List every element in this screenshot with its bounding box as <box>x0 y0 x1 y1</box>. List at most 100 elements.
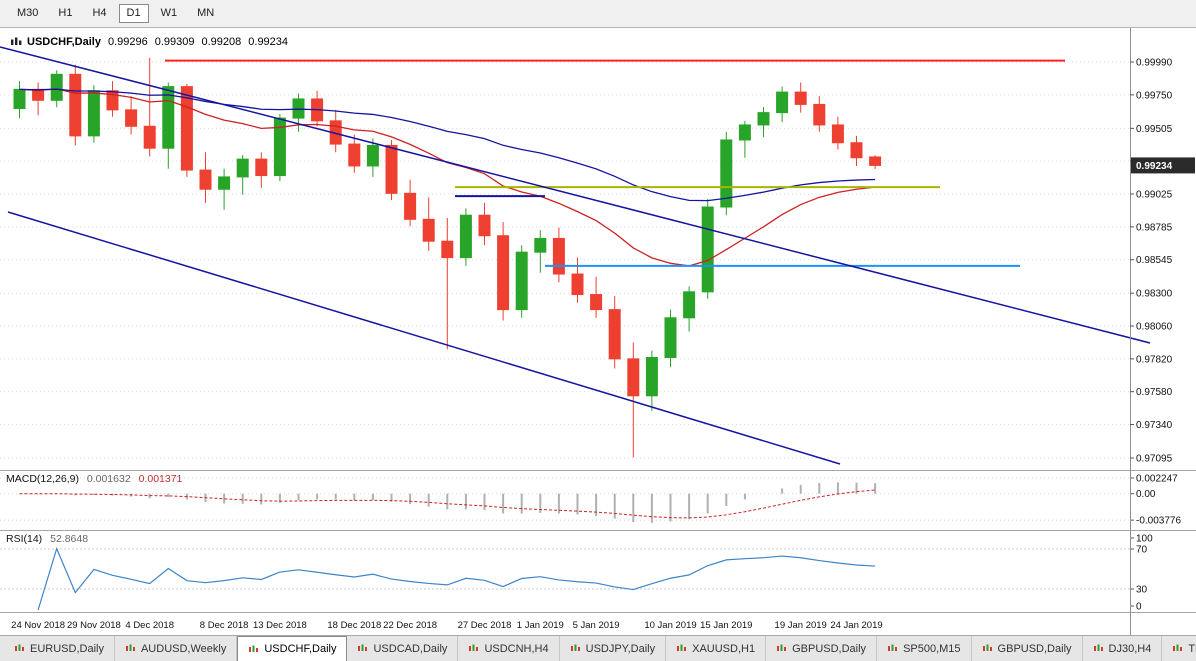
svg-text:70: 70 <box>1136 545 1148 556</box>
macd-signal-line <box>19 489 876 519</box>
chart-tab-usdchf[interactable]: USDCHF,Daily <box>237 636 348 661</box>
chart-tab-label: USDCHF,Daily <box>264 643 337 655</box>
candle-body <box>608 309 621 360</box>
candle-body <box>776 91 789 114</box>
chart-tab-icon <box>1093 643 1104 654</box>
date-axis-label: 22 Dec 2018 <box>383 620 437 631</box>
chart-tab-icon <box>676 643 687 654</box>
svg-text:0.99025: 0.99025 <box>1136 190 1173 201</box>
chart-tab-label: USDCNH,H4 <box>484 642 549 655</box>
chart-tab-dj30[interactable]: DJ30,H4 <box>1083 636 1163 661</box>
candle-body <box>831 124 844 144</box>
candle-body <box>720 139 733 208</box>
candle-body <box>255 158 268 177</box>
chart-tab-bar: EURUSD,Daily AUDUSD,Weekly USDCHF,Daily … <box>0 635 1196 661</box>
candle-body <box>422 218 435 242</box>
candle-body <box>180 86 193 171</box>
svg-text:0.002247: 0.002247 <box>1136 473 1178 484</box>
svg-text:0.98060: 0.98060 <box>1136 322 1173 333</box>
chart-tab-usdcnh[interactable]: USDCNH,H4 <box>458 636 560 661</box>
date-axis-label: 1 Jan 2019 <box>517 620 564 631</box>
chart-tab-icon <box>357 643 368 654</box>
candle-body <box>441 240 454 259</box>
chart-tab-usdcad[interactable]: USDCAD,Daily <box>347 636 459 661</box>
candle-body <box>664 317 677 358</box>
chart-tab-label: AUDUSD,Weekly <box>140 642 227 655</box>
current-price-badge <box>1131 157 1195 174</box>
svg-text:0: 0 <box>1136 602 1142 613</box>
candle-body <box>645 356 658 397</box>
candle-body <box>515 251 528 311</box>
candle-body <box>404 192 417 220</box>
chart-tab-usdjpy[interactable]: USDJPY,Daily <box>560 636 667 661</box>
chart-tab-label: EURUSD,Daily <box>30 642 104 655</box>
chart-area[interactable]: 0.002247 0.00 -0.003776 100 70 30 0 0.99990 0.99… <box>0 28 1196 635</box>
candle-body <box>738 124 751 141</box>
chart-tab-icon <box>14 643 25 654</box>
chart-tab-label: DJ30,H4 <box>1108 642 1152 655</box>
candle-body <box>69 73 82 137</box>
timeframe-button-h1[interactable]: H1 <box>50 4 80 23</box>
chart-tab-eurusd[interactable]: EURUSD,Daily <box>4 636 115 661</box>
date-axis-label: 24 Jan 2019 <box>830 620 882 631</box>
candle-body <box>459 214 472 259</box>
rsi-line <box>37 546 876 611</box>
chart-tab-sp500[interactable]: SP500,M15 <box>877 636 972 661</box>
date-axis-label: 10 Jan 2019 <box>644 620 696 631</box>
chart-tab-gbpusd[interactable]: GBPUSD,Daily <box>766 636 878 661</box>
svg-text:0.99505: 0.99505 <box>1136 124 1173 135</box>
date-axis-label: 29 Nov 2018 <box>67 620 121 631</box>
candle-body <box>13 88 26 110</box>
chart-tab-gbpusd-2[interactable]: GBPUSD,Daily <box>972 636 1083 661</box>
candle-body <box>850 142 863 159</box>
timeframe-button-w1[interactable]: W1 <box>153 4 186 23</box>
chart-tab-tech100[interactable]: TECH100,H1 <box>1162 636 1196 661</box>
chart-tab-icon <box>570 643 581 654</box>
date-axis-label: 18 Dec 2018 <box>327 620 381 631</box>
candle-body <box>627 358 640 397</box>
candle-body <box>757 112 770 126</box>
date-axis-label: 19 Jan 2019 <box>775 620 827 631</box>
candle-body <box>701 206 714 293</box>
svg-text:0.98785: 0.98785 <box>1136 222 1173 233</box>
candle-body <box>348 143 361 167</box>
chart-tab-label: TECH100,H1 <box>1188 642 1196 655</box>
candle-body <box>683 291 696 319</box>
chart-tab-icon <box>1172 643 1183 654</box>
candle-body <box>50 73 63 101</box>
svg-text:30: 30 <box>1136 585 1148 596</box>
timeframe-button-d1[interactable]: D1 <box>118 4 149 23</box>
date-axis-label: 15 Jan 2019 <box>700 620 752 631</box>
svg-text:0.98545: 0.98545 <box>1136 255 1173 266</box>
candle-body <box>87 90 100 137</box>
svg-text:0.99750: 0.99750 <box>1136 90 1173 101</box>
chart-tab-audusd[interactable]: AUDUSD,Weekly <box>115 636 238 661</box>
chart-tab-label: GBPUSD,Daily <box>792 642 867 655</box>
candle-body <box>218 176 231 190</box>
chart-tab-xauusd[interactable]: XAUUSD,H1 <box>666 636 767 661</box>
svg-text:0.98300: 0.98300 <box>1136 289 1173 300</box>
chart-tab-icon <box>125 643 136 654</box>
svg-text:100: 100 <box>1136 534 1153 545</box>
svg-text:0.97095: 0.97095 <box>1136 454 1173 465</box>
date-axis-label: 5 Jan 2019 <box>573 620 620 631</box>
candle-body <box>590 294 603 311</box>
candle-body <box>292 98 305 119</box>
candle-body <box>794 91 807 105</box>
chart-tab-icon <box>887 643 898 654</box>
date-axis-label: 8 Dec 2018 <box>200 620 249 631</box>
candle-body <box>385 144 398 194</box>
svg-text:0.97820: 0.97820 <box>1136 354 1173 365</box>
svg-text:0.99234: 0.99234 <box>1136 161 1173 172</box>
chart-tab-icon <box>248 644 259 655</box>
candle-body <box>497 235 510 311</box>
timeframe-button-h4[interactable]: H4 <box>84 4 114 23</box>
candle-body <box>236 158 249 178</box>
timeframe-button-m30[interactable]: M30 <box>9 4 46 23</box>
candle-body <box>571 273 584 296</box>
candle-body <box>869 156 882 166</box>
candle-body <box>813 103 826 126</box>
timeframe-button-mn[interactable]: MN <box>189 4 222 23</box>
candle-body <box>162 86 175 149</box>
